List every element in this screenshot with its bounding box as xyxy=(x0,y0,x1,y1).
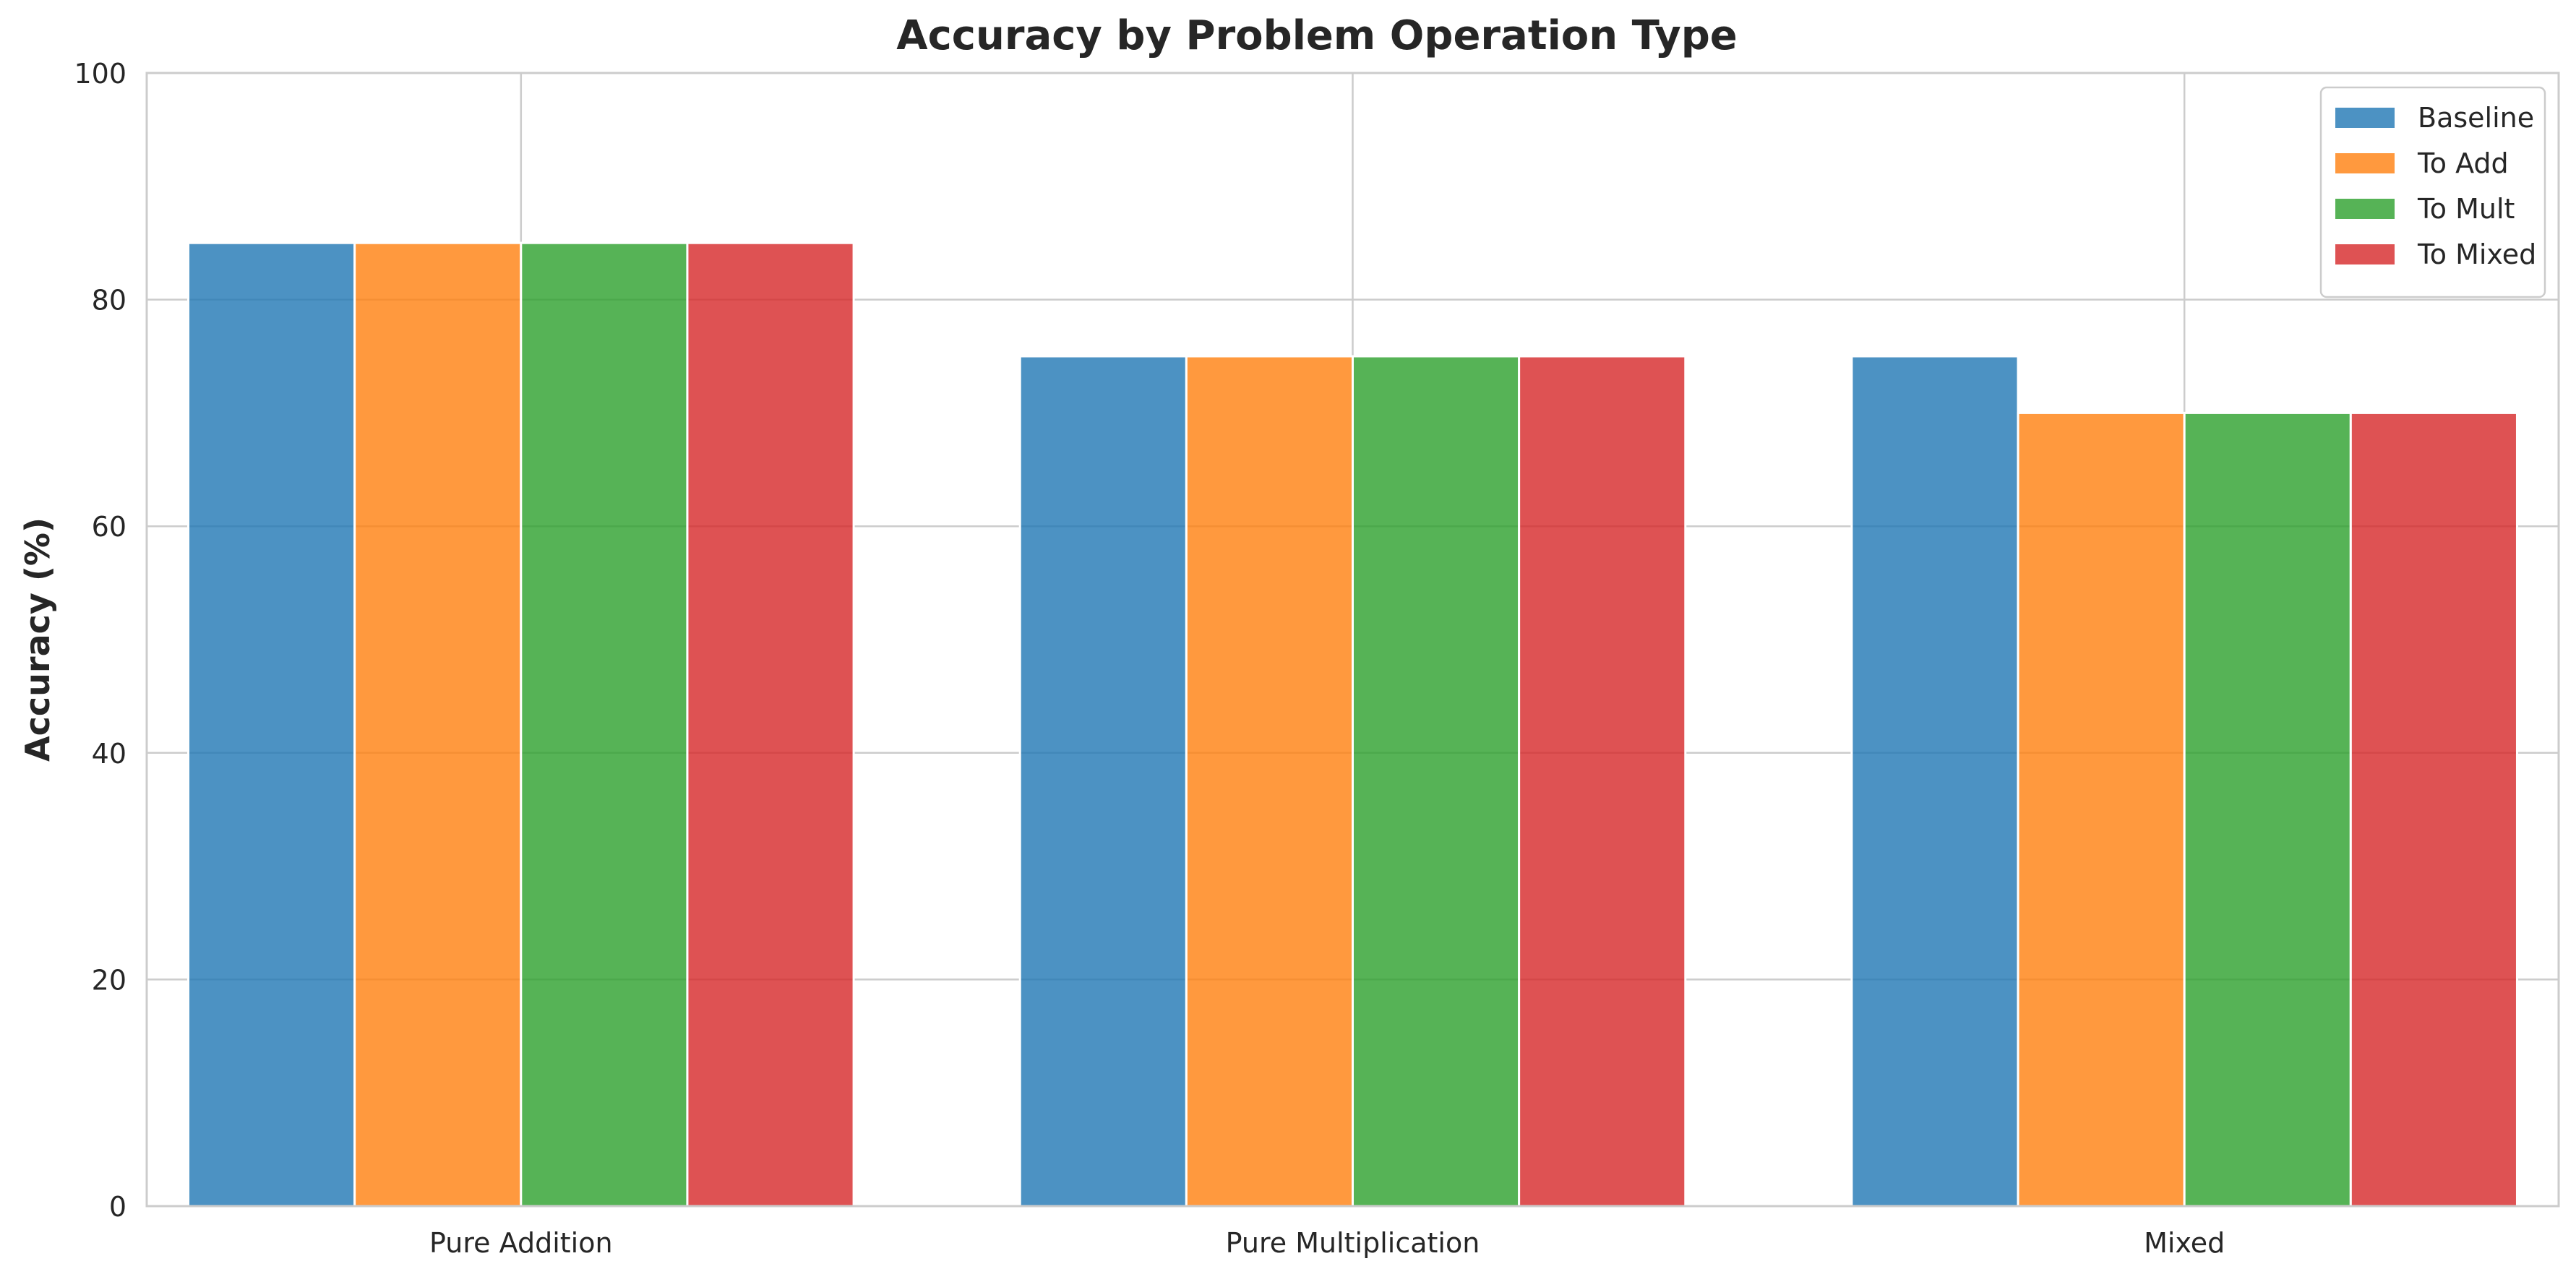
bar-baseline-2 xyxy=(1850,355,2019,1208)
bar-to-mixed-2 xyxy=(2349,411,2518,1208)
x-tick-label: Mixed xyxy=(2144,1227,2225,1259)
plot-frame xyxy=(145,72,2560,1208)
y-tick-label: 100 xyxy=(74,58,126,90)
tick-labels: 0 20 40 60 80 100 Pure Addition Pure Multiplica… xyxy=(74,58,2225,1259)
bar-to-add-2 xyxy=(2017,411,2186,1208)
y-axis-label: Accuracy (%) xyxy=(18,517,57,762)
bar-to-mixed-0 xyxy=(686,241,855,1208)
y-tick-label: 20 xyxy=(92,964,126,996)
bar-to-mult-0 xyxy=(520,241,689,1208)
y-tick-label: 80 xyxy=(92,285,126,317)
y-tick-label: 60 xyxy=(92,511,126,543)
bar-to-mixed-1 xyxy=(1518,355,1687,1208)
legend-label: To Add xyxy=(2417,147,2509,179)
chart-title: Accuracy by Problem Operation Type xyxy=(896,12,1738,59)
bar-baseline-1 xyxy=(1018,355,1188,1208)
plot-border xyxy=(145,72,2560,1208)
legend-label: Baseline xyxy=(2418,102,2534,134)
bars xyxy=(187,241,2518,1208)
y-tick-label: 40 xyxy=(92,738,126,770)
legend-swatch xyxy=(2335,244,2395,264)
bar-to-mult-1 xyxy=(1352,355,1521,1208)
x-tick-label: Pure Addition xyxy=(429,1227,613,1259)
legend-swatch xyxy=(2335,153,2395,173)
legend-label: To Mixed xyxy=(2417,238,2536,270)
x-tick-label: Pure Multiplication xyxy=(1226,1227,1480,1259)
legend: Baseline To Add To Mult To Mixed xyxy=(2319,86,2546,298)
y-tick-label: 0 xyxy=(109,1191,126,1223)
legend-label: To Mult xyxy=(2417,193,2515,225)
legend-swatch xyxy=(2335,108,2395,128)
legend-swatch xyxy=(2335,199,2395,219)
bar-to-mult-2 xyxy=(2183,411,2352,1208)
bar-baseline-0 xyxy=(187,241,356,1208)
bar-to-add-1 xyxy=(1185,355,1354,1208)
bar-to-add-0 xyxy=(353,241,523,1208)
